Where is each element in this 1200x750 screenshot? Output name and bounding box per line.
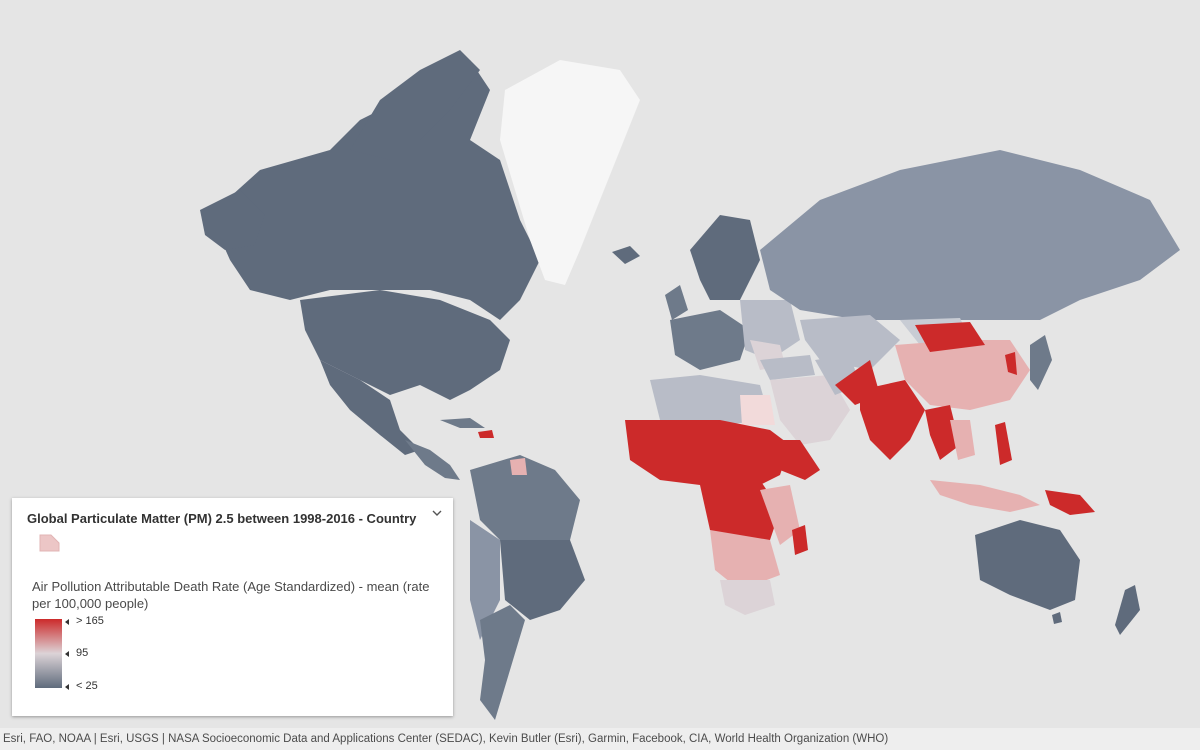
region-north-africa[interactable]: [650, 375, 770, 425]
region-russia[interactable]: [760, 150, 1180, 320]
region-tasmania[interactable]: [1052, 612, 1062, 624]
region-usa[interactable]: [300, 290, 510, 400]
region-australia[interactable]: [975, 520, 1080, 610]
region-west-africa[interactable]: [625, 420, 790, 490]
region-mexico[interactable]: [320, 360, 420, 455]
ramp-tick-high: [65, 619, 69, 625]
region-indochina[interactable]: [925, 405, 960, 460]
region-central-africa[interactable]: [700, 480, 780, 545]
region-southern-africa[interactable]: [720, 580, 775, 615]
chevron-down-icon[interactable]: [430, 506, 444, 520]
region-middle-east[interactable]: [770, 375, 850, 445]
region-mainland-sea[interactable]: [950, 420, 975, 460]
ramp-label-mid: 95: [76, 647, 89, 659]
region-horn-of-africa[interactable]: [770, 440, 820, 480]
region-brazil[interactable]: [500, 540, 585, 620]
region-north-china[interactable]: [915, 322, 985, 352]
region-india[interactable]: [860, 380, 925, 460]
region-china[interactable]: [895, 340, 1030, 410]
region-egypt[interactable]: [740, 395, 775, 425]
region-indonesia[interactable]: [930, 480, 1040, 512]
ramp-tick-low: [65, 684, 69, 690]
region-venezuela[interactable]: [510, 458, 527, 475]
region-central-america[interactable]: [405, 440, 460, 480]
legend-panel: Global Particulate Matter (PM) 2.5 betwe…: [12, 498, 453, 716]
ramp-label-low: < 25: [76, 680, 98, 692]
map-attribution: Esri, FAO, NOAA | Esri, USGS | NASA Soci…: [0, 728, 1200, 750]
layer-swatch-icon: [39, 534, 60, 552]
region-iceland[interactable]: [612, 246, 640, 264]
region-western-europe[interactable]: [670, 310, 750, 370]
ramp-label-high: > 165: [76, 615, 104, 627]
region-andes[interactable]: [470, 520, 500, 640]
region-uk[interactable]: [665, 285, 688, 320]
region-southern-africa-north[interactable]: [710, 530, 780, 590]
region-papua[interactable]: [1045, 490, 1095, 515]
region-south-cone[interactable]: [480, 605, 525, 720]
legend-layer-title: Global Particulate Matter (PM) 2.5 betwe…: [27, 511, 417, 526]
region-canada-arctic-islands[interactable]: [350, 50, 480, 160]
region-south-america-north[interactable]: [470, 455, 580, 555]
color-ramp: [35, 619, 62, 688]
region-philippines[interactable]: [995, 422, 1012, 465]
region-turkey[interactable]: [760, 355, 815, 380]
region-canada[interactable]: [210, 60, 540, 320]
region-scandinavia[interactable]: [690, 215, 760, 300]
region-east-africa[interactable]: [760, 485, 800, 545]
region-new-zealand[interactable]: [1115, 585, 1140, 635]
region-korea[interactable]: [1005, 352, 1017, 375]
region-alaska[interactable]: [200, 190, 265, 250]
ramp-tick-mid: [65, 651, 69, 657]
region-greenland[interactable]: [500, 60, 640, 285]
legend-field-label: Air Pollution Attributable Death Rate (A…: [32, 579, 430, 611]
region-haiti[interactable]: [478, 430, 494, 438]
region-central-asia[interactable]: [800, 315, 900, 370]
region-madagascar[interactable]: [792, 525, 808, 555]
region-cuba[interactable]: [440, 418, 485, 428]
region-japan[interactable]: [1030, 335, 1052, 390]
